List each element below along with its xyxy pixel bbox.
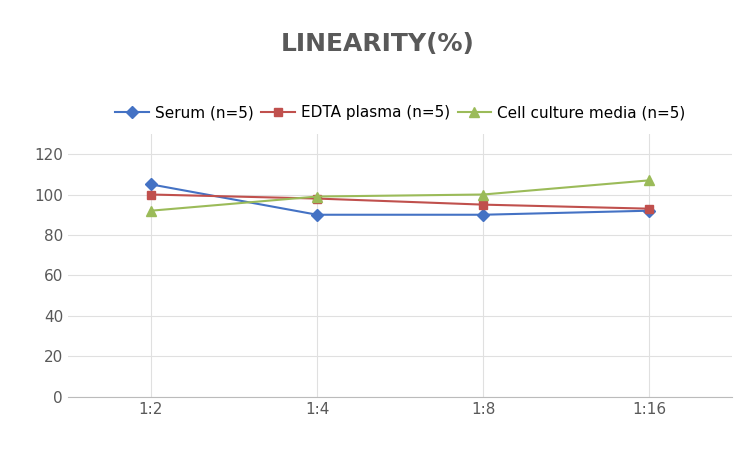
Cell culture media (n=5) [479,192,488,197]
Legend: Serum (n=5), EDTA plasma (n=5), Cell culture media (n=5): Serum (n=5), EDTA plasma (n=5), Cell cul… [109,99,692,126]
EDTA plasma (n=5) [313,196,322,201]
Cell culture media (n=5) [313,194,322,199]
Line: Serum (n=5): Serum (n=5) [146,180,654,219]
EDTA plasma (n=5) [146,192,156,197]
Serum (n=5) [645,208,654,213]
EDTA plasma (n=5) [645,206,654,212]
Serum (n=5) [479,212,488,217]
Line: EDTA plasma (n=5): EDTA plasma (n=5) [146,190,654,213]
Line: Cell culture media (n=5): Cell culture media (n=5) [146,175,654,216]
Cell culture media (n=5) [645,178,654,183]
EDTA plasma (n=5) [479,202,488,207]
Cell culture media (n=5) [146,208,156,213]
Serum (n=5) [146,182,156,187]
Text: LINEARITY(%): LINEARITY(%) [281,32,474,55]
Serum (n=5) [313,212,322,217]
